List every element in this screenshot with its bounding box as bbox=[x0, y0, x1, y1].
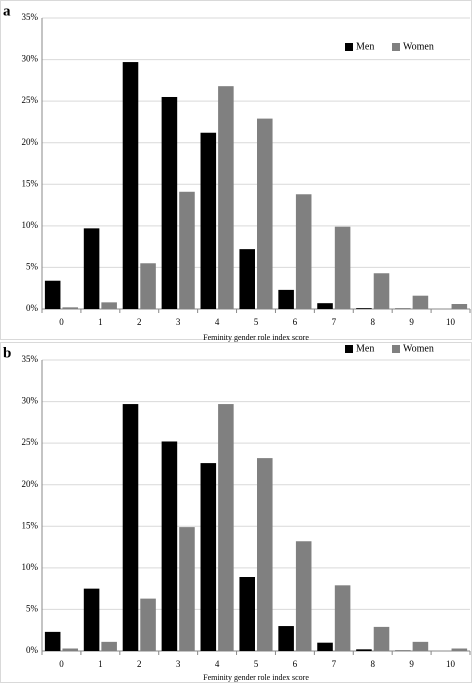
bar bbox=[334, 226, 351, 309]
x-tick-label: 8 bbox=[370, 317, 375, 327]
bar bbox=[83, 228, 100, 309]
x-tick-label: 10 bbox=[446, 659, 456, 669]
bar bbox=[317, 303, 333, 309]
y-tick-label: 0% bbox=[26, 303, 39, 313]
x-axis-label: Feminity gender role index score bbox=[203, 673, 309, 682]
bar bbox=[44, 280, 61, 309]
bar bbox=[140, 263, 156, 309]
legend-swatch bbox=[345, 345, 353, 353]
bar bbox=[278, 289, 294, 309]
x-tick-label: 1 bbox=[98, 659, 103, 669]
bar bbox=[179, 191, 195, 309]
bar bbox=[62, 307, 79, 309]
bar bbox=[44, 631, 61, 651]
y-tick-label: 5% bbox=[26, 261, 39, 271]
x-tick-label: 6 bbox=[293, 659, 298, 669]
x-tick-label: 7 bbox=[332, 317, 337, 327]
bar bbox=[122, 62, 139, 309]
bar bbox=[200, 132, 217, 309]
x-tick-label: 9 bbox=[409, 659, 414, 669]
x-tick-label: 8 bbox=[370, 659, 375, 669]
x-tick-label: 4 bbox=[215, 659, 220, 669]
x-tick-label: 0 bbox=[59, 659, 64, 669]
bar bbox=[373, 273, 390, 309]
x-tick-label: 3 bbox=[176, 659, 181, 669]
legend-label: Women bbox=[403, 41, 434, 52]
bar bbox=[295, 541, 312, 651]
y-tick-label: 15% bbox=[22, 178, 39, 188]
bar bbox=[239, 249, 255, 309]
bar bbox=[83, 588, 100, 651]
bar bbox=[334, 585, 351, 651]
panel-label: b bbox=[3, 345, 11, 361]
bar bbox=[451, 304, 468, 309]
legend-swatch bbox=[345, 43, 353, 51]
y-tick-label: 10% bbox=[22, 220, 39, 230]
bar bbox=[218, 86, 234, 309]
bar bbox=[295, 194, 312, 309]
chart-frame bbox=[0, 342, 472, 683]
panel-label: a bbox=[3, 3, 11, 19]
bar bbox=[122, 404, 139, 651]
y-tick-label: 5% bbox=[26, 603, 39, 613]
bar bbox=[218, 404, 234, 651]
bar bbox=[278, 626, 294, 651]
x-tick-label: 10 bbox=[446, 317, 456, 327]
bar bbox=[317, 642, 333, 651]
x-tick-label: 3 bbox=[176, 317, 181, 327]
bar bbox=[179, 527, 195, 651]
bar bbox=[373, 626, 390, 651]
bar bbox=[412, 641, 429, 651]
bar bbox=[140, 598, 156, 651]
y-tick-label: 30% bbox=[22, 54, 39, 64]
x-tick-label: 6 bbox=[293, 317, 298, 327]
bar bbox=[101, 302, 117, 309]
x-tick-label: 7 bbox=[332, 659, 337, 669]
y-tick-label: 25% bbox=[22, 437, 39, 447]
y-tick-label: 30% bbox=[22, 396, 39, 406]
bar bbox=[200, 463, 217, 651]
bar bbox=[62, 648, 79, 651]
x-tick-label: 4 bbox=[215, 317, 220, 327]
y-tick-label: 0% bbox=[26, 645, 39, 655]
bar bbox=[412, 295, 429, 309]
legend-label: Women bbox=[403, 343, 434, 354]
x-tick-label: 1 bbox=[98, 317, 103, 327]
legend-swatch bbox=[392, 345, 400, 353]
bar bbox=[451, 648, 468, 651]
x-tick-label: 5 bbox=[254, 659, 259, 669]
bar bbox=[101, 641, 117, 651]
bar bbox=[161, 441, 178, 651]
bar bbox=[257, 458, 273, 651]
bar bbox=[356, 308, 372, 309]
x-tick-label: 2 bbox=[137, 317, 142, 327]
y-tick-label: 20% bbox=[22, 479, 39, 489]
bar bbox=[356, 649, 372, 651]
x-tick-label: 0 bbox=[59, 317, 64, 327]
bar bbox=[257, 118, 273, 309]
legend-swatch bbox=[392, 43, 400, 51]
y-tick-label: 15% bbox=[22, 520, 39, 530]
x-tick-label: 9 bbox=[409, 317, 414, 327]
x-tick-label: 5 bbox=[254, 317, 259, 327]
y-tick-label: 25% bbox=[22, 95, 39, 105]
x-tick-label: 2 bbox=[137, 659, 142, 669]
x-axis-label: Feminity gender role index score bbox=[203, 333, 309, 342]
bar bbox=[239, 577, 255, 651]
chart-frame bbox=[0, 0, 472, 340]
y-tick-label: 35% bbox=[22, 12, 39, 22]
y-tick-label: 35% bbox=[22, 354, 39, 364]
y-tick-label: 20% bbox=[22, 137, 39, 147]
y-tick-label: 10% bbox=[22, 562, 39, 572]
bar bbox=[161, 96, 178, 309]
legend-label: Men bbox=[356, 343, 374, 354]
legend-label: Men bbox=[356, 41, 374, 52]
